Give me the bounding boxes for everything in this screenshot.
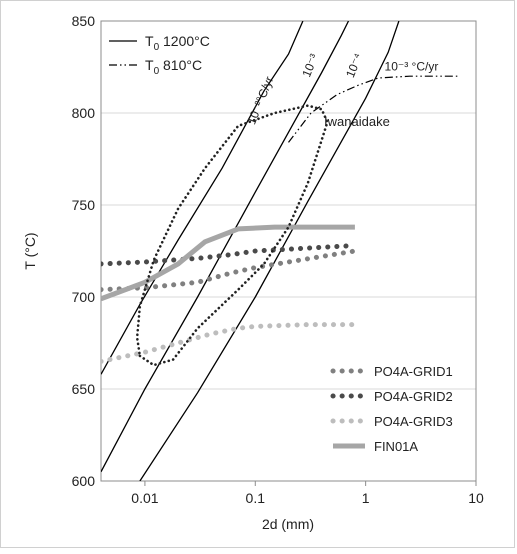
- legend-label-po4a-grid3: PO4A-GRID3: [374, 414, 453, 429]
- rate-label-2: 10⁻³: [299, 52, 321, 79]
- series-layer: [101, 21, 459, 481]
- y-axis-label: T (°C): [22, 232, 38, 269]
- rate-label-1: 10⁻²°C/yr: [244, 74, 276, 126]
- x-tick-label-0.01: 0.01: [131, 490, 158, 506]
- label-layer: 10⁻²°C/yr 10⁻³ 10⁻⁴ 10⁻³ °C/yr Iwanaidake: [244, 51, 438, 129]
- series-po4a-grid3: [101, 322, 358, 364]
- legend-label-po4a-grid1: PO4A-GRID1: [374, 364, 453, 379]
- rate-label-4: 10⁻³ °C/yr: [385, 60, 439, 74]
- y-tick-label-600: 600: [72, 473, 96, 489]
- legend-label-po4a-grid2: PO4A-GRID2: [374, 389, 453, 404]
- x-tick-label-0.1: 0.1: [246, 490, 266, 506]
- x-tick-label-10: 10: [468, 490, 484, 506]
- legend-bottom: PO4A-GRID1 PO4A-GRID2 PO4A-GRID3 FIN01A: [330, 364, 453, 454]
- cooling-curve-3: [139, 21, 400, 481]
- series-po4a-grid1: [101, 248, 358, 293]
- annotation-iwanaidake: Iwanaidake: [324, 114, 390, 129]
- y-tick-label-750: 750: [72, 197, 96, 213]
- plot-area-border: [100, 20, 477, 482]
- series-fin01a: [101, 224, 355, 302]
- y-tick-label-650: 650: [72, 381, 96, 397]
- grid-layer: [101, 112, 476, 390]
- x-tick-label-1: 1: [362, 490, 370, 506]
- y-tick-label-800: 800: [72, 105, 96, 121]
- cooling-curve-4: [288, 75, 459, 143]
- legend-top: T0 1200°C T0 810°C: [109, 33, 210, 77]
- series-iwanaidake: [135, 104, 329, 367]
- x-axis-label: 2d (mm): [262, 516, 314, 532]
- cooling-curve-2: [101, 21, 350, 473]
- cooling-curve-1: [101, 21, 304, 375]
- legend-top-label-2: T0 810°C: [145, 57, 202, 77]
- legend-top-label-1: T0 1200°C: [145, 33, 210, 53]
- legend-label-fin01a: FIN01A: [374, 439, 418, 454]
- y-tick-label-850: 850: [72, 13, 96, 29]
- rate-label-3: 10⁻⁴: [343, 51, 365, 79]
- tick-layer: 600 650 700 750 800 850 0.01 0.1 1 10: [72, 13, 484, 506]
- series-po4a-grid2: [101, 243, 358, 267]
- y-tick-label-700: 700: [72, 289, 96, 305]
